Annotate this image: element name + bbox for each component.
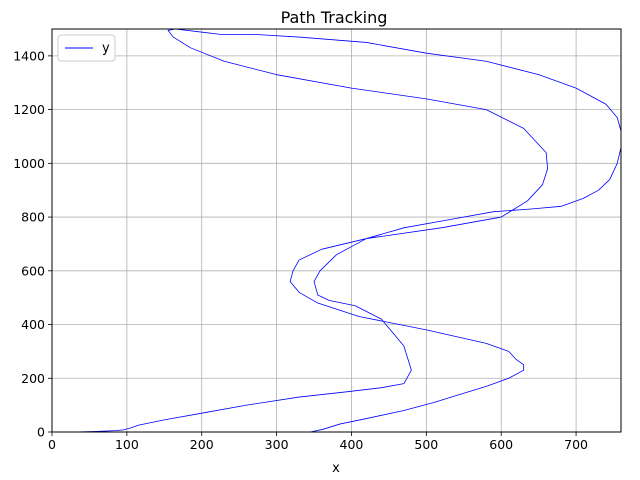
y-tick-label: 400 xyxy=(21,317,45,332)
x-tick-label: 0 xyxy=(48,437,56,452)
y-tick-label: 0 xyxy=(37,425,45,440)
y-tick-label: 1400 xyxy=(13,48,45,63)
x-tick-label: 500 xyxy=(414,437,438,452)
y-tick-label: 800 xyxy=(21,210,45,225)
legend-label-y: y xyxy=(102,41,110,56)
y-tick-label: 200 xyxy=(21,371,45,386)
x-tick-label: 700 xyxy=(564,437,588,452)
plot-data-group xyxy=(52,29,621,432)
grid xyxy=(51,29,621,433)
x-tick-label: 400 xyxy=(340,437,364,452)
series-line-y xyxy=(52,29,621,432)
y-tick-label: 1000 xyxy=(13,156,45,171)
x-tick-label: 100 xyxy=(115,437,139,452)
x-tick-label: 300 xyxy=(265,437,289,452)
x-tick-label: 200 xyxy=(190,437,214,452)
y-tick-label: 1200 xyxy=(13,102,45,117)
chart-title: Path Tracking xyxy=(281,8,388,27)
x-tick-label: 600 xyxy=(489,437,513,452)
x-axis-label: x xyxy=(332,461,340,476)
legend: y xyxy=(57,34,116,62)
ticks: 0 100 200 300 400 500 600 700 0 200 400 600 800 1000 1… xyxy=(13,48,588,452)
plot-frame xyxy=(51,28,622,433)
y-tick-label: 600 xyxy=(21,263,45,278)
